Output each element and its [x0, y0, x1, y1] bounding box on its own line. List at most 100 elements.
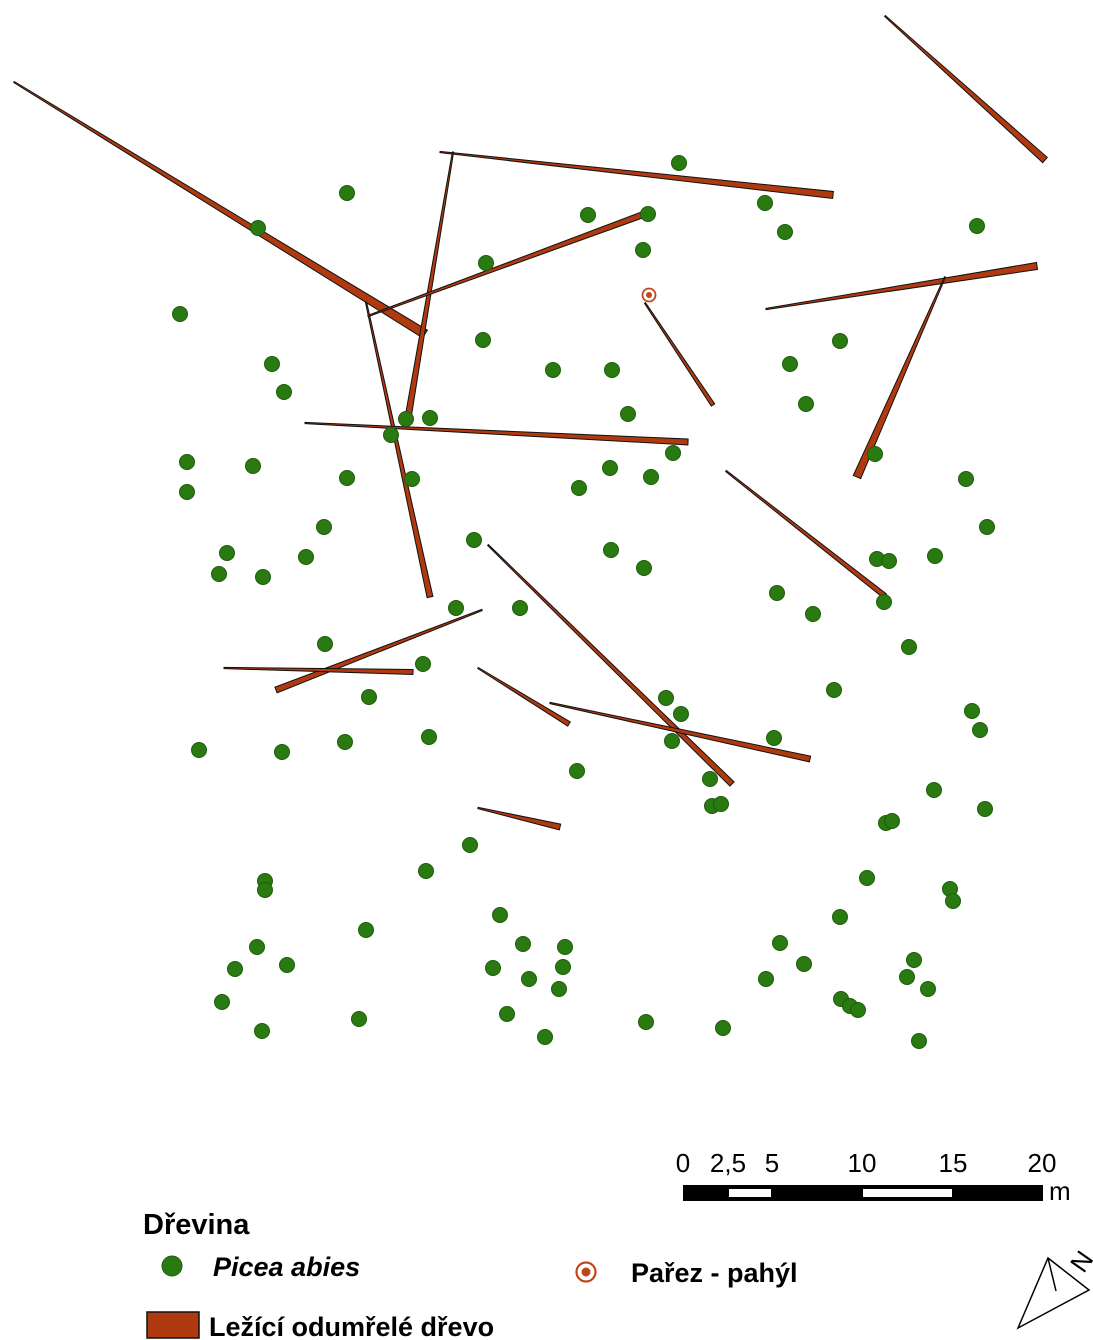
tree-point: [249, 939, 265, 955]
tree-point: [758, 971, 774, 987]
tree-point: [926, 782, 942, 798]
tree-point: [972, 722, 988, 738]
tree-point: [958, 471, 974, 487]
tree-point: [620, 406, 636, 422]
tree-point: [492, 907, 508, 923]
tree-point: [569, 763, 585, 779]
scale-tick-label: 5: [765, 1148, 779, 1178]
tree-point: [664, 733, 680, 749]
tree-point: [255, 569, 271, 585]
tree-point: [462, 837, 478, 853]
tree-point: [274, 744, 290, 760]
legend-title: Dřevina: [143, 1209, 250, 1241]
tree-point: [337, 734, 353, 750]
tree-point: [211, 566, 227, 582]
tree-point: [899, 969, 915, 985]
dead-log: [486, 543, 735, 787]
tree-point: [901, 639, 917, 655]
tree-point: [254, 1023, 270, 1039]
tree-point: [172, 306, 188, 322]
tree-point: [876, 594, 892, 610]
tree-point: [665, 445, 681, 461]
tree-point: [466, 532, 482, 548]
tree-point: [977, 801, 993, 817]
tree-point: [361, 689, 377, 705]
tree-point: [227, 961, 243, 977]
tree-point: [478, 255, 494, 271]
tree-point: [635, 242, 651, 258]
dead-log: [883, 14, 1049, 164]
dead-log: [477, 806, 562, 831]
dead-log: [223, 666, 414, 676]
dead-log: [643, 302, 716, 407]
scale-tick-label: 2,5: [710, 1148, 746, 1178]
dead-wood-layer: [13, 14, 1049, 831]
tree-point: [640, 206, 656, 222]
tree-point: [580, 207, 596, 223]
tree-point: [537, 1029, 553, 1045]
tree-point: [638, 1014, 654, 1030]
tree-point: [571, 480, 587, 496]
tree-point: [777, 224, 793, 240]
tree-point: [673, 706, 689, 722]
tree-point: [796, 956, 812, 972]
tree-point: [715, 1020, 731, 1036]
tree-point: [969, 218, 985, 234]
tree-point: [805, 606, 821, 622]
tree-point: [906, 952, 922, 968]
dead-log: [765, 261, 1039, 311]
dead-log: [367, 211, 644, 318]
dead-log: [304, 421, 689, 446]
tree-point: [832, 333, 848, 349]
tree-point: [850, 1002, 866, 1018]
tree-point: [551, 981, 567, 997]
tree-point: [422, 410, 438, 426]
tree-point: [658, 690, 674, 706]
dead-log: [852, 276, 947, 480]
legend-tree-label: Picea abies: [213, 1252, 360, 1282]
tree-point: [499, 1006, 515, 1022]
tree-point: [448, 600, 464, 616]
tree-point: [782, 356, 798, 372]
stump-symbol-core: [581, 1267, 591, 1277]
dead-log: [404, 151, 455, 420]
dead-log: [13, 80, 429, 339]
tree-point: [945, 893, 961, 909]
tree-point: [769, 585, 785, 601]
tree-point: [884, 813, 900, 829]
tree-point: [521, 971, 537, 987]
stump-point-core: [646, 292, 652, 298]
tree-point: [317, 636, 333, 652]
scale-segment: [729, 1189, 771, 1197]
tree-point: [557, 939, 573, 955]
dead-log: [724, 469, 888, 599]
tree-point: [927, 548, 943, 564]
tree-symbol-icon: [161, 1255, 183, 1277]
tree-point: [515, 936, 531, 952]
tree-point: [179, 454, 195, 470]
scale-unit: m: [1049, 1176, 1071, 1206]
tree-point: [555, 959, 571, 975]
tree-point: [979, 519, 995, 535]
tree-point: [475, 332, 491, 348]
tree-point: [339, 470, 355, 486]
tree-point: [859, 870, 875, 886]
scale-tick-label: 20: [1028, 1148, 1057, 1178]
tree-point: [298, 549, 314, 565]
tree-point: [636, 560, 652, 576]
dead-log: [477, 666, 571, 727]
legend: Dřevina Picea abies Pařez - pahýl Ležící…: [143, 1209, 798, 1340]
tree-point: [826, 682, 842, 698]
legend-log-label: Ležící odumřelé dřevo: [209, 1312, 494, 1340]
scale-tick-label: 0: [676, 1148, 690, 1178]
tree-point: [603, 542, 619, 558]
tree-point: [219, 545, 235, 561]
tree-point: [264, 356, 280, 372]
scale-tick-label: 15: [939, 1148, 968, 1178]
tree-point: [257, 882, 273, 898]
tree-point: [867, 446, 883, 462]
tree-point: [832, 909, 848, 925]
tree-point: [383, 427, 399, 443]
tree-point: [772, 935, 788, 951]
